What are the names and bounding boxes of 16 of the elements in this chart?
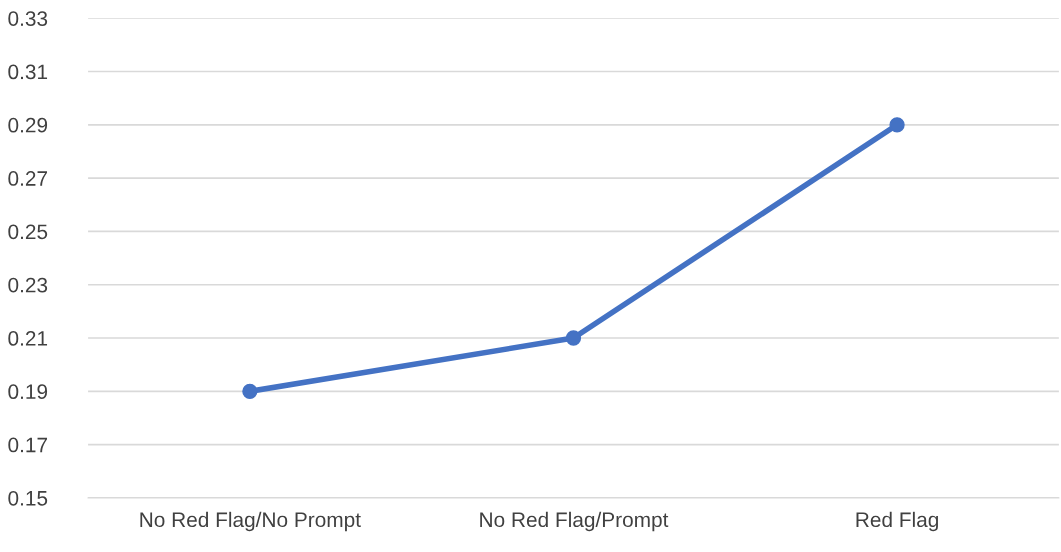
- x-tick-label: No Red Flag/No Prompt: [140, 511, 361, 532]
- y-tick-label: 0.23: [8, 277, 48, 293]
- point: [565, 330, 582, 346]
- point: [889, 117, 905, 133]
- y-tick-label: 0.27: [8, 171, 48, 186]
- y-tick-label: 0.19: [8, 384, 48, 400]
- y-tick-label: 0.17: [8, 437, 48, 453]
- x-tick-label: No Red Flag/Prompt: [480, 511, 669, 532]
- y-tick-label: 0.33: [8, 11, 48, 26]
- y-tick-label: 0.29: [8, 117, 48, 133]
- y-tick-label: 0.21: [8, 331, 48, 346]
- point: [242, 383, 258, 399]
- x-tick-label: Red Flag: [856, 511, 938, 532]
- y-tick-label: 0.31: [8, 64, 48, 80]
- y-tick-label: 0.15: [8, 490, 48, 506]
- y-tick-label: 0.25: [8, 224, 48, 240]
